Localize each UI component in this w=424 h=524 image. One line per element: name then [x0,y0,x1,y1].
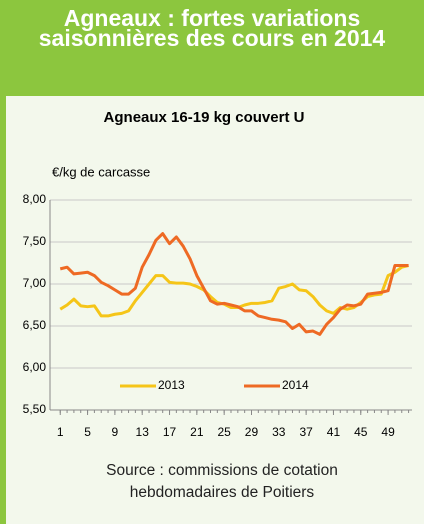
x-tick-label: 25 [217,425,231,439]
y-tick-label: 7,50 [23,234,47,248]
series-line [59,264,409,318]
x-tick-label: 29 [245,425,259,439]
x-tick-label: 9 [112,425,119,439]
header-title: Agneaux : fortes variations saisonnières… [0,0,424,96]
series-line [59,232,409,336]
x-tick-label: 5 [84,425,91,439]
x-tick-label: 33 [272,425,286,439]
legend-label: 2014 [282,378,309,392]
x-tick-label: 1 [57,425,64,439]
x-tick-label: 21 [190,425,204,439]
y-tick-label: 6,50 [23,318,47,332]
source: Source : commissions de cotation hebdoma… [106,462,338,501]
x-tick-label: 37 [299,425,313,439]
y-tick-label: 5,50 [23,402,47,416]
chart: Agneaux 16-19 kg couvert U €/kg de carca… [23,109,412,439]
y-axis-label: €/kg de carcasse [52,164,150,179]
y-tick-label: 7,00 [23,276,47,290]
x-tick-label: 41 [327,425,341,439]
x-tick-label: 49 [381,425,395,439]
x-tick-label: 13 [136,425,150,439]
x-tick-label: 17 [163,425,177,439]
x-tick-label: 45 [354,425,368,439]
y-tick-label: 8,00 [23,192,47,206]
legend-label: 2013 [158,378,185,392]
chart-title: Agneaux 16-19 kg couvert U [104,109,305,126]
y-tick-label: 6,00 [23,360,47,374]
